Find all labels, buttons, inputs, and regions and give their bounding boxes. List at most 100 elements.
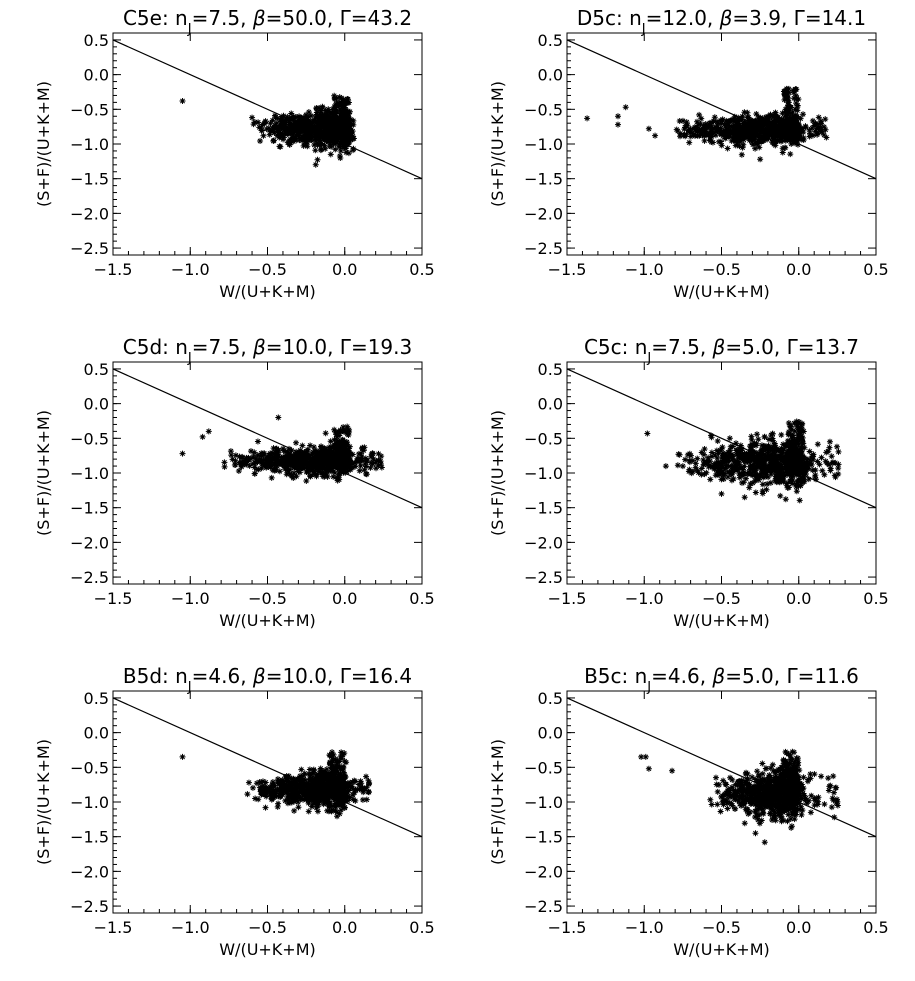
scatter-point (294, 457, 301, 464)
scatter-point (323, 471, 330, 478)
y-tick-label: −2.0 (70, 204, 109, 223)
scatter-point (375, 450, 382, 457)
scatter-point (768, 460, 775, 467)
x-tick-label: 0.0 (332, 918, 357, 937)
scatter-point (708, 434, 715, 441)
scatter-point (332, 146, 339, 153)
scatter-point (759, 465, 766, 472)
scatter-point (315, 468, 322, 475)
scatter-point (277, 130, 284, 137)
scatter-point (735, 460, 742, 467)
scatter-point (259, 778, 266, 785)
scatter-point (784, 130, 791, 137)
scatter-point (767, 111, 774, 118)
scatter-point (772, 770, 779, 777)
scatter-point (797, 443, 804, 450)
scatter-point (821, 471, 828, 478)
scatter-point (341, 428, 348, 435)
scatter-point (335, 796, 342, 803)
scatter-point (340, 135, 347, 142)
scatter-point (293, 132, 300, 139)
scatter-point (337, 467, 344, 474)
scatter-point (682, 122, 689, 129)
scatter-point (809, 124, 816, 131)
scatter-point (337, 446, 344, 453)
scatter-point (752, 145, 759, 152)
scatter-point (311, 788, 318, 795)
scatter-point (294, 786, 301, 793)
scatter-point (827, 465, 834, 472)
scatter-point (297, 795, 304, 802)
scatter-point (263, 790, 270, 797)
scatter-point (301, 782, 308, 789)
scatter-point (306, 133, 313, 140)
scatter-point (331, 92, 338, 99)
scatter-point (817, 126, 824, 133)
scatter-point (278, 778, 285, 785)
scatter-point (294, 795, 301, 802)
scatter-point (286, 141, 293, 148)
scatter-point (332, 100, 339, 107)
scatter-point (262, 786, 269, 793)
scatter-point (267, 784, 274, 791)
scatter-point (726, 126, 733, 133)
scatter-point (336, 763, 343, 770)
scatter-point (258, 779, 265, 786)
scatter-point (345, 797, 352, 804)
scatter-point (330, 778, 337, 785)
scatter-point (327, 151, 334, 158)
scatter-point (700, 122, 707, 129)
scatter-point (338, 749, 345, 756)
scatter-point (318, 443, 325, 450)
scatter-point (809, 132, 816, 139)
scatter-point (733, 451, 740, 458)
scatter-point (701, 132, 708, 139)
scatter-point (296, 781, 303, 788)
scatter-point (697, 120, 704, 127)
scatter-point (288, 122, 295, 129)
scatter-point (359, 796, 366, 803)
scatter-point (705, 123, 712, 130)
scatter-point (822, 126, 829, 133)
scatter-point (295, 124, 302, 131)
scatter-point (296, 458, 303, 465)
scatter-point (277, 143, 284, 150)
scatter-point (737, 470, 744, 477)
scatter-point (369, 450, 376, 457)
scatter-point (312, 161, 319, 168)
scatter-point (741, 463, 748, 470)
scatter-point (775, 471, 782, 478)
scatter-point (795, 121, 802, 128)
scatter-point (325, 789, 332, 796)
scatter-point (232, 452, 239, 459)
panel-title: C5d: nJ=7.5, β=10.0, Γ=19.3 (123, 335, 412, 366)
scatter-point (778, 463, 785, 470)
scatter-point (319, 788, 326, 795)
scatter-point (791, 458, 798, 465)
scatter-point (614, 113, 621, 120)
reference-line (112, 697, 423, 838)
scatter-point (779, 764, 786, 771)
scatter-point (739, 466, 746, 473)
y-tick-label: −2.5 (524, 239, 563, 258)
scatter-point (313, 771, 320, 778)
scatter-point (332, 793, 339, 800)
scatter-point (358, 453, 365, 460)
scatter-point (293, 463, 300, 470)
scatter-point (340, 784, 347, 791)
scatter-point (322, 430, 329, 437)
scatter-point (294, 129, 301, 136)
scatter-point (662, 463, 669, 470)
scatter-point (770, 114, 777, 121)
scatter-point (744, 122, 751, 129)
scatter-point (278, 781, 285, 788)
scatter-point (752, 489, 759, 496)
scatter-point (652, 132, 659, 139)
scatter-point (740, 136, 747, 143)
scatter-point (806, 448, 813, 455)
x-tick-label: 0.5 (409, 260, 434, 279)
scatter-point (773, 468, 780, 475)
scatter-point (713, 447, 720, 454)
scatter-point (748, 446, 755, 453)
scatter-point (784, 136, 791, 143)
